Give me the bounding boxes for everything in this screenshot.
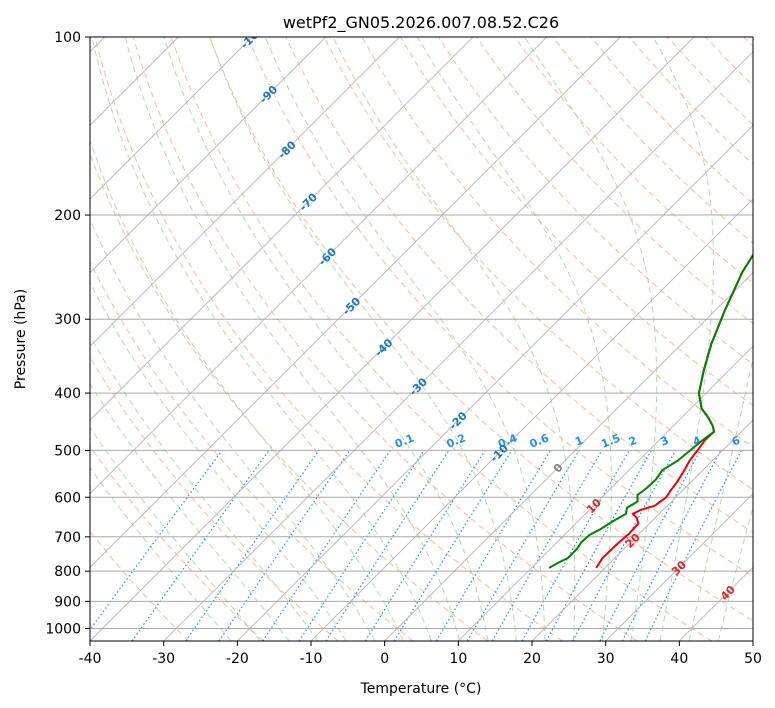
y-tick-label: 300	[54, 312, 81, 328]
plot-frame	[89, 36, 754, 642]
moist-adiabat	[209, 37, 517, 641]
x-tick-label: 10	[449, 651, 467, 667]
moist-adiabat	[90, 467, 232, 641]
moist-adiabat	[264, 37, 546, 641]
moist-adiabat	[523, 37, 658, 641]
isotherm-line	[90, 37, 400, 348]
y-tick-label: 500	[54, 443, 81, 459]
isotherm-line	[605, 492, 753, 641]
dry-adiabat	[209, 37, 753, 622]
mixing-ratio-line	[185, 450, 320, 641]
y-axis-label: Pressure (hPa)	[13, 289, 29, 389]
moist-adiabat	[688, 355, 753, 641]
dry-adiabat	[514, 37, 753, 284]
y-tick-label: 900	[54, 594, 81, 610]
x-tick-label: 30	[597, 651, 615, 667]
moist-adiabat	[91, 37, 432, 641]
mixing-ratio-line	[644, 450, 743, 641]
series-layer	[548, 253, 753, 569]
moist-adiabat	[90, 217, 376, 641]
y-tick-label: 200	[54, 208, 81, 224]
moist-adiabat	[124, 37, 461, 641]
mixing-ratio-line	[90, 450, 223, 631]
x-tick-label: 0	[380, 651, 389, 667]
chart-title: wetPf2_GN05.2026.007.08.52.C26	[283, 13, 559, 33]
isotherm-line	[90, 37, 621, 569]
moist-adiabat	[90, 335, 319, 641]
mixing-ratio-label: 2	[627, 434, 639, 449]
mixing-ratio-line	[262, 450, 391, 641]
x-tick-label: -20	[226, 651, 249, 667]
y-tick-label: 100	[54, 30, 81, 46]
isotherm-line	[531, 419, 753, 641]
moist-adiabat	[417, 37, 612, 641]
isotherm-line	[310, 198, 753, 641]
dry-adiabat	[90, 356, 339, 641]
dry-adiabat	[285, 37, 753, 534]
x-tick-label: -30	[152, 651, 175, 667]
tick-layer: -40 -30 -20 -10 0 10 20 30 40 50 100 200 300 400 500 60…	[45, 30, 762, 667]
y-tick-label: 700	[54, 530, 81, 546]
mixing-ratio-line	[298, 450, 425, 641]
grid-layer	[90, 37, 753, 641]
x-tick-label: -40	[79, 651, 102, 667]
mixing-ratio-label: 1	[573, 434, 585, 449]
y-tick-label: 1000	[45, 621, 81, 637]
isotherm-line	[90, 37, 695, 641]
x-axis-label: Temperature (°C)	[360, 681, 482, 697]
x-tick-label: 40	[670, 651, 688, 667]
mixing-ratio-line	[218, 450, 351, 641]
mixing-ratio-line	[325, 450, 450, 641]
dry-adiabat	[170, 37, 712, 641]
moist-adiabat	[717, 505, 753, 641]
mixing-ratio-line	[621, 450, 722, 641]
dewpoint-profile	[548, 253, 753, 569]
dry-adiabat	[94, 37, 563, 641]
moist-adiabat	[163, 37, 489, 641]
y-tick-label: 800	[54, 564, 81, 580]
moist-adiabat	[652, 37, 714, 641]
isotherm-line	[90, 37, 474, 421]
isotherm-line	[90, 37, 548, 495]
isotherm-line	[90, 37, 253, 200]
x-tick-label: 50	[744, 651, 762, 667]
isotherm-line	[163, 50, 753, 641]
moist-adiabat	[90, 382, 290, 641]
dry-adiabat	[476, 37, 753, 325]
mixing-ratio-line	[572, 450, 677, 641]
moist-adiabat	[90, 426, 261, 641]
y-tick-label: 400	[54, 386, 81, 402]
dry-adiabat	[247, 37, 753, 577]
dry-adiabat	[323, 37, 753, 491]
mixing-ratio-line	[393, 450, 513, 641]
moist-adiabat	[90, 138, 404, 641]
isotherm-line	[236, 124, 753, 641]
isotherm-line	[384, 271, 753, 641]
x-tick-label: 20	[523, 651, 541, 667]
isotherm-line	[90, 37, 327, 274]
x-tick-label: -10	[300, 651, 323, 667]
dry-adiabat	[90, 445, 264, 641]
moist-adiabat	[90, 281, 347, 641]
mixing-ratio-line	[521, 450, 630, 641]
mixing-ratio-line	[545, 450, 652, 641]
mixing-ratio-label: 3	[659, 434, 671, 449]
y-tick-label: 600	[54, 490, 81, 506]
isotherm-line	[457, 345, 753, 641]
dry-adiabat	[90, 260, 414, 641]
